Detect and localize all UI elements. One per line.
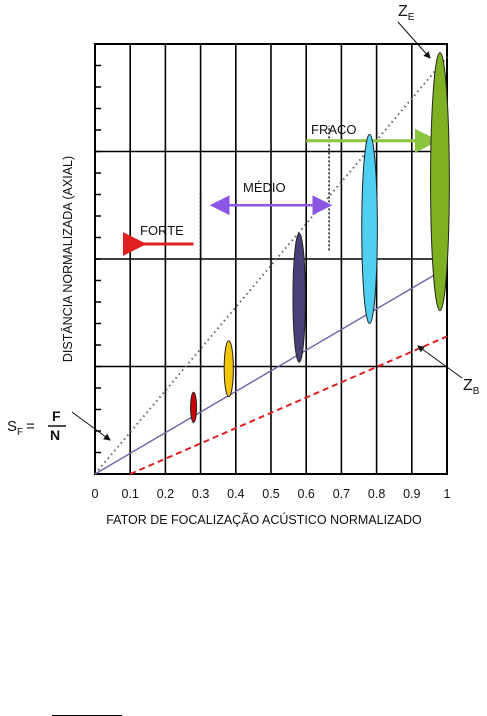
series-line-dashed <box>129 335 448 475</box>
ze-pointer <box>397 21 431 59</box>
sf-pointer <box>71 411 111 441</box>
x-tick-label: 0.6 <box>298 487 315 501</box>
grid <box>95 44 447 474</box>
series-line-dotted <box>94 56 448 475</box>
x-tick-label: 1 <box>444 487 451 501</box>
focal-zone-ellipse <box>430 52 450 312</box>
sf-numerator: F <box>52 408 61 424</box>
focal-zone-ellipse <box>361 133 378 324</box>
x-tick-label: 0.5 <box>262 487 279 501</box>
focal-zone-ellipse <box>223 340 234 398</box>
focal-zone-ellipse <box>190 391 198 423</box>
x-tick-label: 0.9 <box>403 487 420 501</box>
x-tick-label: 0.7 <box>333 487 350 501</box>
x-tick-label: 0.2 <box>157 487 174 501</box>
y-axis-title: DISTÂNCIA NORMALIZADA (AXIAL) <box>60 156 75 362</box>
sf-label: SF = <box>7 418 35 438</box>
series-lines <box>94 56 448 475</box>
zb-label: ZB <box>463 377 480 397</box>
x-axis-title: FATOR DE FOCALIZAÇÃO ACÚSTICO NORMALIZAD… <box>106 512 422 527</box>
series-line-solid <box>94 266 448 475</box>
x-tick-label: 0.4 <box>227 487 244 501</box>
focal-zone-ellipse <box>292 232 306 363</box>
zb-pointer <box>417 345 463 379</box>
focal-zones <box>190 52 450 423</box>
x-tick-labels: 0 0.1 0.2 0.3 0.4 0.5 0.6 0.7 0.8 0.9 1 <box>92 487 451 501</box>
region-label-medio: MÉDIO <box>243 180 286 195</box>
sf-denominator: N <box>50 427 60 443</box>
x-tick-label: 0 <box>92 487 99 501</box>
region-label-fraco: FRACO <box>311 122 357 137</box>
ze-label: ZE <box>398 3 415 23</box>
x-tick-label: 0.8 <box>368 487 385 501</box>
x-tick-label: 0.3 <box>192 487 209 501</box>
x-tick-label: 0.1 <box>122 487 139 501</box>
region-label-forte: FORTE <box>140 223 184 238</box>
y-ticks <box>95 64 101 454</box>
